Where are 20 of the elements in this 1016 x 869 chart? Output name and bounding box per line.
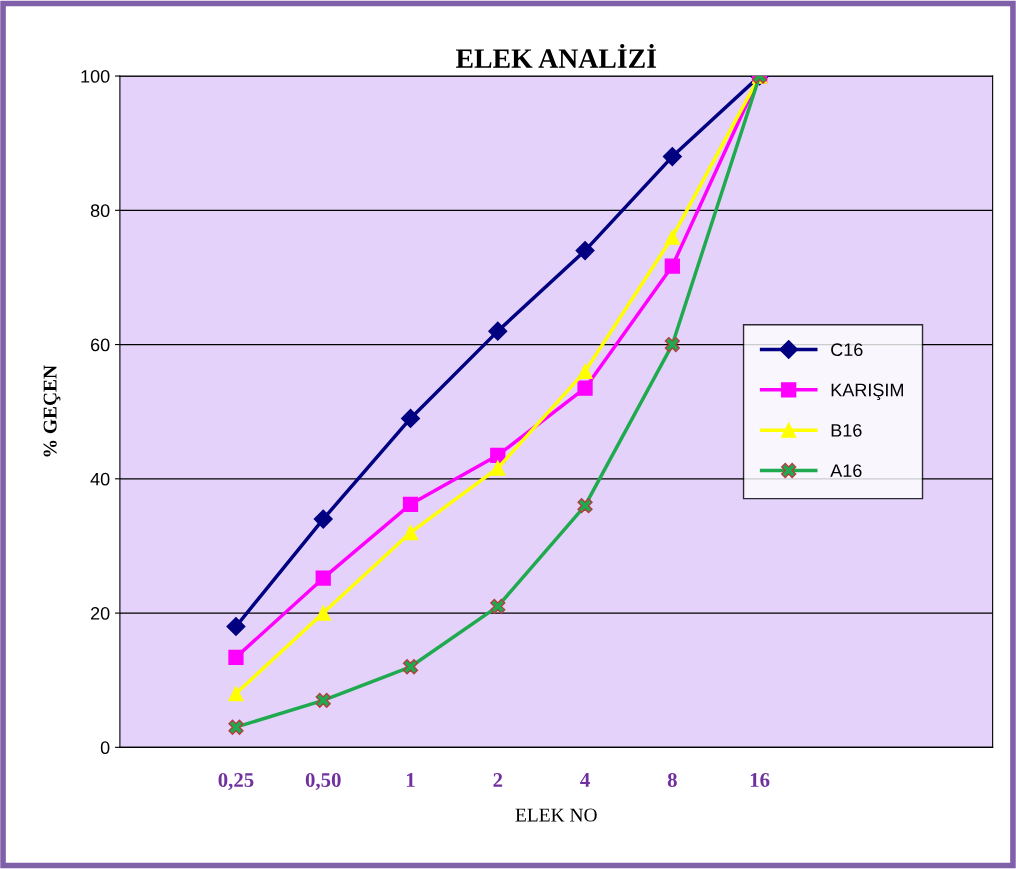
y-tick-label: 40 (90, 472, 110, 486)
x-axis-title: ELEK NO (515, 808, 597, 822)
y-tick-label: 20 (90, 607, 110, 620)
y-tick-label: 0 (100, 741, 110, 755)
y-tick-label: 100 (81, 69, 110, 83)
x-tick-label: 1 (406, 773, 415, 787)
y-tick-label: 60 (91, 338, 110, 352)
x-tick-label: 0,50 (305, 772, 341, 791)
x-tick-label: 16 (750, 773, 770, 787)
x-tick-label: 8 (667, 772, 677, 787)
legend-label: A16 (830, 464, 862, 478)
y-axis-title: % GEÇEN (43, 365, 61, 457)
x-tick-label: 0,25 (218, 772, 254, 791)
legend-label: KARIŞIM (831, 383, 903, 400)
x-tick-label: 4 (580, 773, 590, 787)
legend-label: B16 (831, 423, 862, 437)
y-tick-label: 80 (90, 204, 110, 218)
chart-title: ELEK ANALİZİ (456, 43, 657, 68)
x-tick-label: 2 (493, 773, 503, 787)
legend-label: C16 (831, 343, 863, 357)
